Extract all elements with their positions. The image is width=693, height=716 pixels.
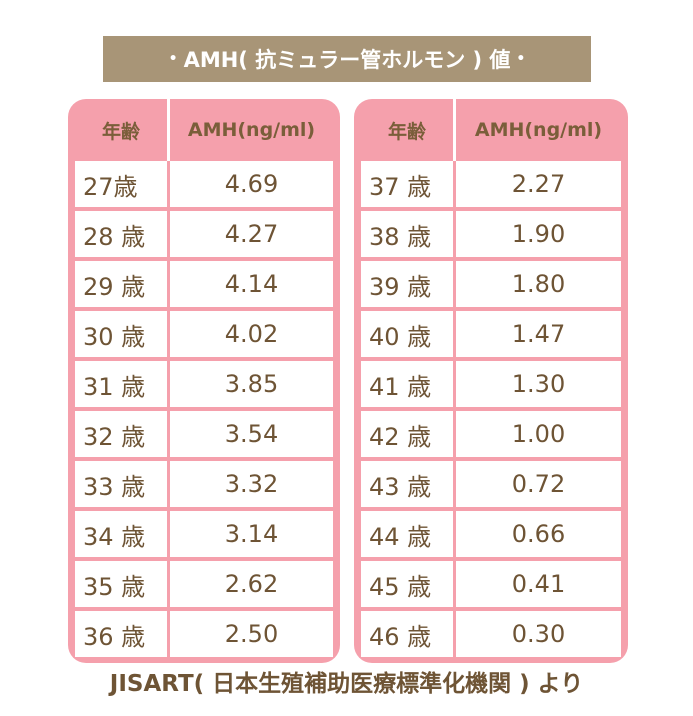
age-cell: 28 歳 <box>75 207 170 257</box>
title-bullet-right: • <box>516 51 526 67</box>
amh-value-cell: 0.41 <box>456 557 621 607</box>
age-cell: 44 歳 <box>361 507 456 557</box>
table-row: 32 歳 3.54 <box>75 407 333 457</box>
age-cell: 31 歳 <box>75 357 170 407</box>
age-cell: 39 歳 <box>361 257 456 307</box>
age-cell: 34 歳 <box>75 507 170 557</box>
table-row: 42 歳 1.00 <box>361 407 621 457</box>
amh-value-cell: 4.14 <box>170 257 333 307</box>
title-bullet-left: • <box>168 51 178 67</box>
table-row: 43 歳 0.72 <box>361 457 621 507</box>
table-row: 41 歳 1.30 <box>361 357 621 407</box>
header-age-left: 年齢 <box>75 99 170 161</box>
table-row: 39 歳 1.80 <box>361 257 621 307</box>
age-cell: 40 歳 <box>361 307 456 357</box>
table-row: 45 歳 0.41 <box>361 557 621 607</box>
age-cell: 43 歳 <box>361 457 456 507</box>
age-cell: 36 歳 <box>75 607 170 657</box>
table-row: 33 歳 3.32 <box>75 457 333 507</box>
amh-table-left: 年齢 AMH(ng/ml) 27歳 4.69 28 歳 4.27 29 歳 4.14 30 … <box>68 99 340 663</box>
age-cell: 37 歳 <box>361 161 456 207</box>
table-row: 29 歳 4.14 <box>75 257 333 307</box>
table-row: 40 歳 1.47 <box>361 307 621 357</box>
amh-value-cell: 2.27 <box>456 161 621 207</box>
amh-value-cell: 2.62 <box>170 557 333 607</box>
table-row: 27歳 4.69 <box>75 161 333 207</box>
table-row: 31 歳 3.85 <box>75 357 333 407</box>
amh-value-cell: 4.69 <box>170 161 333 207</box>
amh-value-cell: 1.90 <box>456 207 621 257</box>
age-cell: 42 歳 <box>361 407 456 457</box>
header-age-right: 年齢 <box>361 99 456 161</box>
amh-value-cell: 0.72 <box>456 457 621 507</box>
age-cell: 27歳 <box>75 161 170 207</box>
table-row: 35 歳 2.62 <box>75 557 333 607</box>
amh-value-cell: 4.02 <box>170 307 333 357</box>
amh-value-cell: 1.47 <box>456 307 621 357</box>
chart-title-banner: • AMH( 抗ミュラー管ホルモン ) 値 • <box>103 36 591 82</box>
amh-value-cell: 4.27 <box>170 207 333 257</box>
table-row: 38 歳 1.90 <box>361 207 621 257</box>
table-row: 37 歳 2.27 <box>361 161 621 207</box>
age-cell: 29 歳 <box>75 257 170 307</box>
amh-value-cell: 1.80 <box>456 257 621 307</box>
amh-value-cell: 3.32 <box>170 457 333 507</box>
age-cell: 38 歳 <box>361 207 456 257</box>
header-amh-left: AMH(ng/ml) <box>187 119 316 141</box>
amh-value-cell: 0.66 <box>456 507 621 557</box>
amh-value-cell: 1.30 <box>456 357 621 407</box>
age-cell: 45 歳 <box>361 557 456 607</box>
amh-value-cell: 2.50 <box>170 607 333 657</box>
age-cell: 30 歳 <box>75 307 170 357</box>
amh-value-cell: 1.00 <box>456 407 621 457</box>
age-cell: 35 歳 <box>75 557 170 607</box>
amh-value-cell: 0.30 <box>456 607 621 657</box>
amh-value-cell: 3.14 <box>170 507 333 557</box>
table-row: 44 歳 0.66 <box>361 507 621 557</box>
table-row: 46 歳 0.30 <box>361 607 621 657</box>
table-row: 36 歳 2.50 <box>75 607 333 657</box>
chart-title: AMH( 抗ミュラー管ホルモン ) 値 <box>183 48 511 72</box>
table-row: 28 歳 4.27 <box>75 207 333 257</box>
header-amh-right: AMH(ng/ml) <box>474 119 603 141</box>
age-cell: 41 歳 <box>361 357 456 407</box>
amh-value-cell: 3.54 <box>170 407 333 457</box>
amh-value-cell: 3.85 <box>170 357 333 407</box>
table-row: 30 歳 4.02 <box>75 307 333 357</box>
age-cell: 46 歳 <box>361 607 456 657</box>
amh-table-right: 年齢 AMH(ng/ml) 37 歳 2.27 38 歳 1.90 39 歳 1.80 40… <box>354 99 628 663</box>
age-cell: 32 歳 <box>75 407 170 457</box>
age-cell: 33 歳 <box>75 457 170 507</box>
table-row: 34 歳 3.14 <box>75 507 333 557</box>
source-note: JISART( 日本生殖補助医療標準化機関 ) より <box>109 671 584 697</box>
